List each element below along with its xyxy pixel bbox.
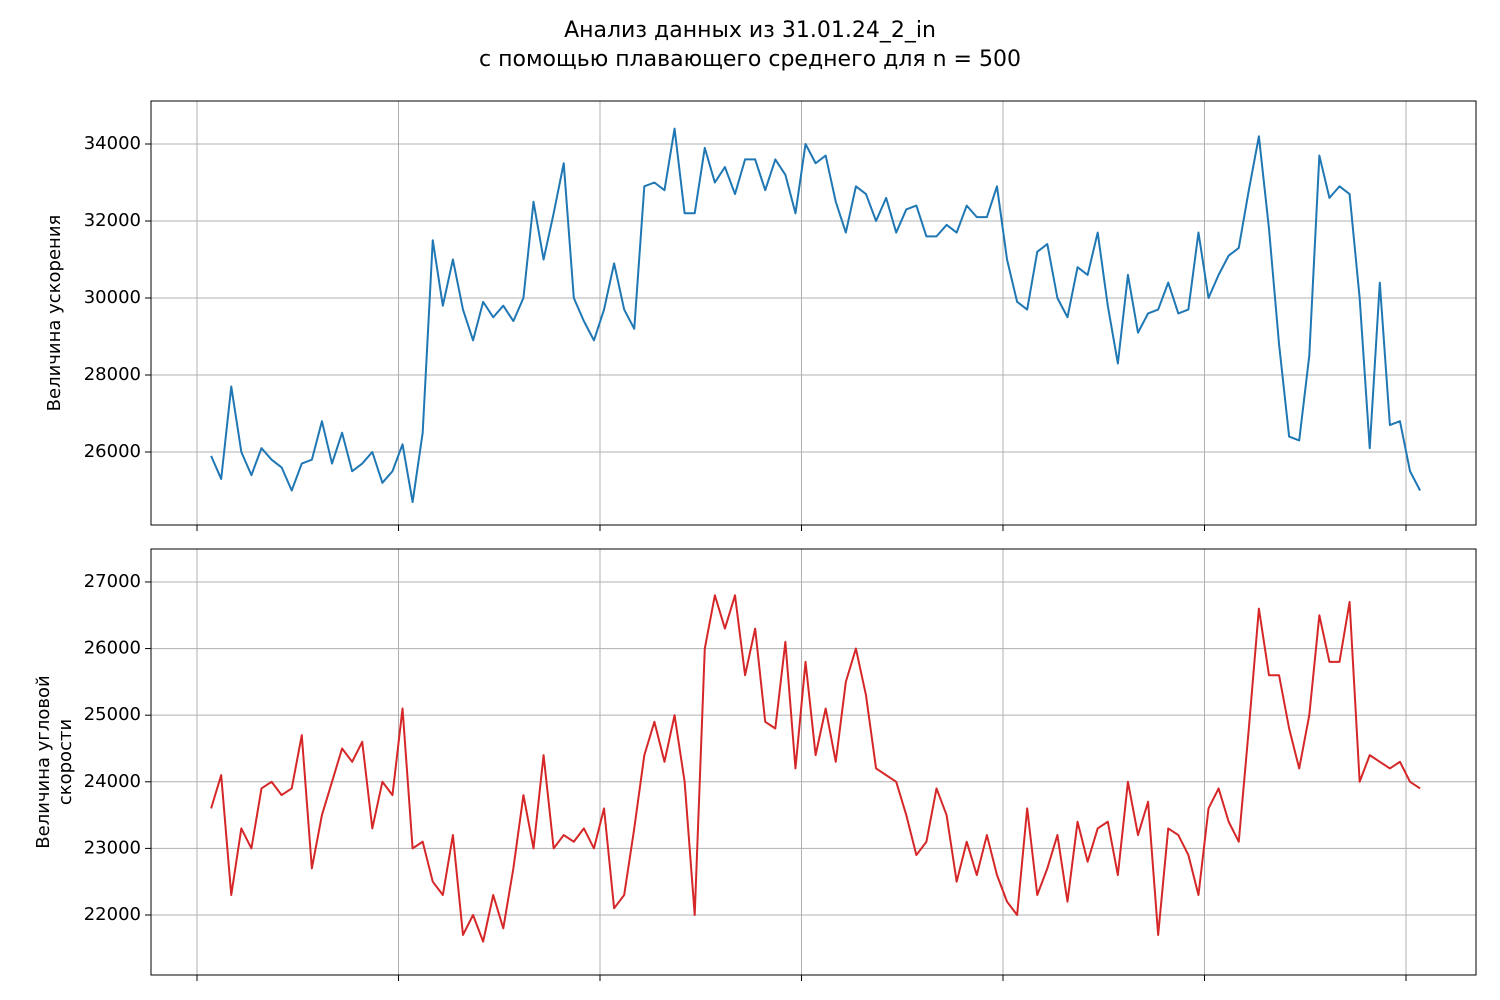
y-tick-label: 26000 [84, 638, 141, 659]
plot-frame [150, 548, 1477, 976]
y-tick-label: 27000 [84, 571, 141, 592]
y-axis-label: Величина угловой [33, 675, 54, 848]
y-tick-label: 30000 [84, 287, 141, 308]
y-tick-label: 28000 [84, 364, 141, 385]
y-tick-label: 25000 [84, 704, 141, 725]
plot-frame [150, 100, 1477, 526]
y-tick-label: 32000 [84, 210, 141, 231]
y-axis-label: Величина ускорения [44, 215, 65, 412]
y-tick-label: 34000 [84, 133, 141, 154]
data-line [210, 127, 1421, 504]
y-tick-label: 22000 [84, 904, 141, 925]
y-axis-label: скорости [55, 719, 76, 805]
data-line [210, 594, 1421, 943]
title-line: с помощью плавающего среднего для n = 50… [479, 47, 1021, 72]
y-tick-label: 23000 [84, 837, 141, 858]
y-tick-label: 26000 [84, 441, 141, 462]
title-line: Анализ данных из 31.01.24_2_in [564, 18, 936, 43]
y-tick-label: 24000 [84, 771, 141, 792]
